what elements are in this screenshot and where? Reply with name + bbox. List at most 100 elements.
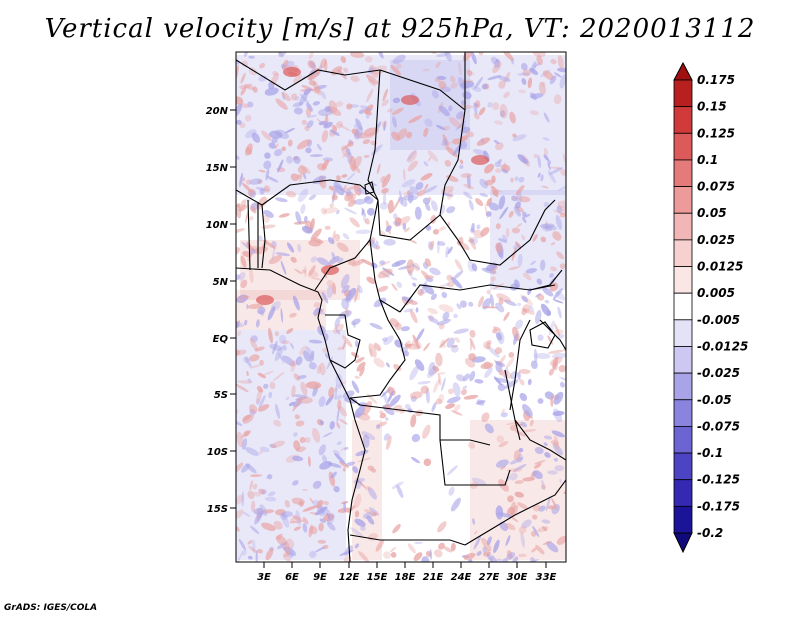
field-cell (404, 343, 412, 349)
field-cell (337, 346, 344, 351)
field-cell (249, 474, 263, 478)
coastline-west (236, 267, 366, 562)
field-cell (465, 131, 474, 138)
field-cell (257, 404, 270, 412)
field-cell (517, 253, 523, 267)
field-cell (306, 346, 315, 361)
field-cell (326, 285, 334, 298)
field-cell (436, 75, 447, 80)
field-cell (244, 114, 252, 122)
field-cell (487, 346, 500, 358)
field-cell (533, 463, 542, 469)
field-cell (446, 274, 453, 282)
field-cell (447, 221, 451, 226)
field-cell (429, 240, 435, 250)
field-cell (509, 425, 517, 431)
field-cell (360, 525, 366, 531)
field-cell (236, 330, 242, 337)
field-cell (427, 315, 440, 325)
field-cell (555, 214, 563, 230)
field-cell (517, 154, 528, 164)
field-cell (551, 497, 558, 511)
field-cell (404, 227, 410, 233)
field-cell (316, 143, 322, 151)
field-cell (550, 440, 559, 446)
field-cell (409, 239, 417, 244)
field-cell (243, 356, 250, 363)
field-cell (331, 251, 336, 260)
field-cell (557, 55, 564, 70)
field-cell (310, 256, 318, 263)
field-cell (541, 519, 551, 524)
field-cell (493, 539, 500, 554)
field-cell (340, 273, 350, 289)
field-cell (372, 512, 377, 517)
field-cell (240, 255, 247, 268)
field-cell (249, 354, 260, 362)
field-cell (407, 543, 416, 554)
field-cell (525, 268, 537, 274)
field-cell (406, 259, 415, 274)
field-cell (333, 486, 340, 493)
field-cell (354, 340, 359, 348)
field-cell (474, 76, 484, 90)
field-cell (236, 526, 240, 532)
field-cell (516, 223, 523, 228)
field-cell (407, 160, 418, 172)
field-cell (324, 225, 331, 231)
field-cell (390, 546, 397, 553)
field-cell (321, 130, 329, 143)
field-cell (533, 348, 538, 363)
field-cell (537, 334, 544, 341)
field-cell (493, 139, 500, 145)
field-cell (476, 137, 491, 146)
colorbar-top-arrow (673, 61, 693, 81)
field-cell (381, 99, 389, 107)
field-cell (512, 133, 517, 138)
field-cell (240, 85, 247, 96)
field-cell (494, 120, 504, 125)
field-cell (519, 378, 525, 386)
field-cell (550, 242, 556, 246)
field-cell (494, 168, 502, 174)
field-cell (272, 70, 278, 76)
field-cell (342, 335, 353, 348)
field-cell (515, 241, 522, 250)
field-cell (354, 510, 360, 518)
field-cell (261, 522, 276, 532)
field-cell (529, 68, 539, 75)
field-cell (355, 449, 369, 457)
field-cell (550, 395, 554, 407)
field-cell (450, 542, 456, 552)
field-cell (505, 228, 510, 238)
field-cell (270, 300, 281, 312)
field-cell (366, 88, 374, 103)
field-cell (459, 159, 464, 165)
field-cell (342, 152, 349, 158)
field-cell (385, 362, 390, 368)
field-cell (557, 200, 566, 208)
field-cell (267, 474, 273, 480)
field-cell (247, 378, 252, 384)
lon-label: 27E (479, 572, 500, 583)
field-cell (490, 555, 498, 562)
field-cell (549, 167, 564, 175)
field-cell (264, 152, 271, 159)
field-cell (448, 486, 455, 496)
field-cell (468, 70, 475, 76)
field-cell (485, 262, 498, 272)
lat-label: 5S (214, 390, 228, 401)
field-cell (553, 391, 564, 405)
field-cell (383, 238, 396, 246)
field-cell (559, 478, 562, 484)
field-cell (367, 486, 377, 500)
field-cell (529, 110, 539, 116)
field-cell (326, 279, 333, 287)
field-cell (249, 404, 258, 414)
field-cell (292, 515, 302, 521)
field-cell (319, 420, 325, 426)
field-cell (238, 204, 248, 212)
field-cell (256, 385, 264, 393)
field-cell (454, 337, 461, 343)
field-cell (257, 372, 266, 379)
